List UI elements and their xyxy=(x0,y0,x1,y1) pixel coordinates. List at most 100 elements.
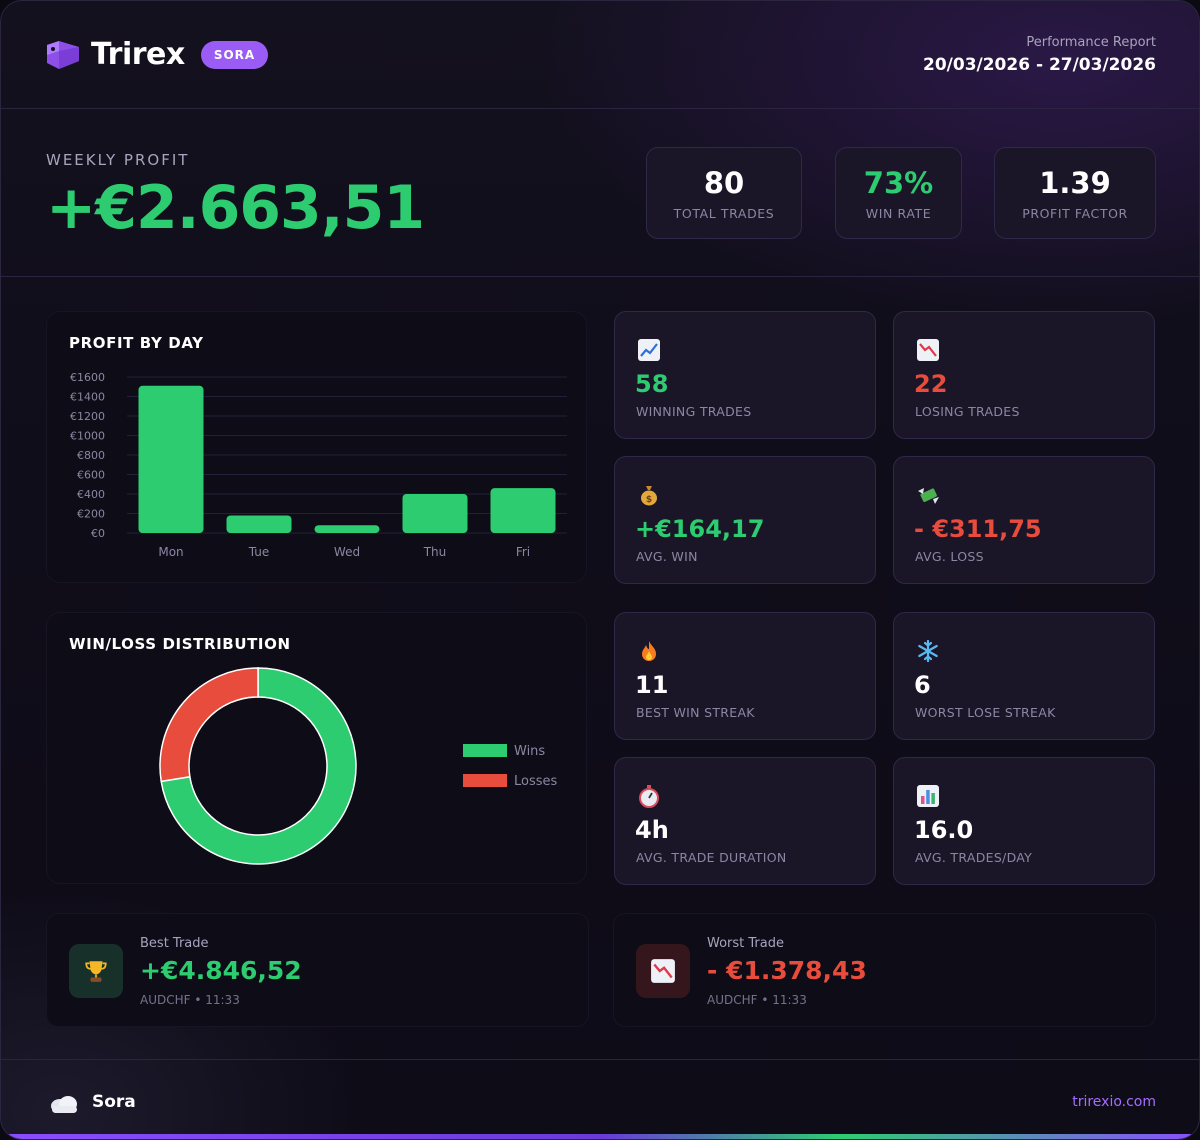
worst-trade-value: - €1.378,43 xyxy=(707,956,867,985)
header: Trirex SORA Performance Report 20/03/202… xyxy=(1,1,1199,109)
panel-title: PROFIT BY DAY xyxy=(69,334,204,352)
bar xyxy=(138,385,204,533)
trophy-icon xyxy=(85,961,107,982)
stat-card-worst-lose-streak: 6 WORST LOSE STREAK xyxy=(893,612,1155,740)
bar-chart-icon xyxy=(917,785,939,807)
stat-card-avg-trades-per-day: 16.0 AVG. TRADES/DAY xyxy=(893,757,1155,885)
legend-label: Losses xyxy=(514,774,558,789)
y-tick-label: €600 xyxy=(77,469,105,482)
kpi-label: WIN RATE xyxy=(865,205,932,221)
stat-value: +€164,17 xyxy=(635,515,765,543)
chart-up-icon xyxy=(638,339,660,361)
profit-by-day-panel: PROFIT BY DAY €0 €200 €400 €600 €800 €1000 €12… xyxy=(46,311,587,583)
panel-title: WIN/LOSS DISTRIBUTION xyxy=(69,635,291,653)
y-tick-label: €0 xyxy=(91,527,105,540)
stat-value: 6 xyxy=(914,671,931,699)
brand-name: Trirex xyxy=(91,37,185,72)
x-tick-label: Wed xyxy=(334,545,360,559)
win-loss-donut-chart: Wins Losses xyxy=(159,667,558,865)
footer-account-name: Sora xyxy=(92,1092,136,1112)
stat-value: 58 xyxy=(635,370,669,398)
stat-label: AVG. TRADES/DAY xyxy=(915,850,1033,865)
best-trade-label: Best Trade xyxy=(140,936,209,951)
kpi-total-trades: 80 TOTAL TRADES xyxy=(646,147,802,239)
y-tick-label: €200 xyxy=(77,508,105,521)
stat-card-losing-trades: 22 LOSING TRADES xyxy=(893,311,1155,439)
stat-value: 16.0 xyxy=(914,816,974,844)
x-tick-label: Tue xyxy=(248,545,270,559)
donut-slice xyxy=(160,667,357,865)
stat-label: BEST WIN STREAK xyxy=(636,705,755,720)
x-tick-label: Thu xyxy=(423,545,447,559)
stat-label: AVG. LOSS xyxy=(915,549,984,564)
bar xyxy=(314,525,380,533)
worst-trade-label: Worst Trade xyxy=(707,936,784,951)
stat-card-avg-win: $ +€164,17 AVG. WIN xyxy=(614,456,876,584)
stopwatch-icon xyxy=(639,785,659,808)
report-label: Performance Report xyxy=(1026,35,1156,50)
kpi-value: 80 xyxy=(703,165,745,200)
win-loss-panel: WIN/LOSS DISTRIBUTION Wins Losses xyxy=(46,612,587,884)
weekly-profit-value: +€2.663,51 xyxy=(46,173,425,243)
y-tick-label: €1600 xyxy=(70,371,105,384)
best-trade-details: AUDCHF • 11:33 xyxy=(140,993,240,1007)
tag-logo-icon xyxy=(47,41,79,69)
best-trade-card: Best Trade +€4.846,52 AUDCHF • 11:33 xyxy=(46,913,589,1027)
stat-card-best-win-streak: 11 BEST WIN STREAK xyxy=(614,612,876,740)
stat-label: WINNING TRADES xyxy=(636,404,752,419)
legend-swatch xyxy=(463,774,507,787)
stat-value: 22 xyxy=(914,370,948,398)
footer-website-link[interactable]: trirexio.com xyxy=(1072,1094,1156,1110)
stat-card-avg-loss: - €311,75 AVG. LOSS xyxy=(893,456,1155,584)
y-tick-label: €1000 xyxy=(70,430,105,443)
kpi-value: 1.39 xyxy=(1039,165,1111,200)
worst-trade-details: AUDCHF • 11:33 xyxy=(707,993,807,1007)
cloud-icon xyxy=(51,1096,77,1113)
legend-swatch xyxy=(463,744,507,757)
stat-card-winning-trades: 58 WINNING TRADES xyxy=(614,311,876,439)
fire-icon xyxy=(642,641,656,661)
stat-label: AVG. TRADE DURATION xyxy=(636,850,787,865)
best-trade-value: +€4.846,52 xyxy=(140,956,302,985)
trophy-icon-box xyxy=(69,944,123,998)
money-wings-icon xyxy=(918,488,939,504)
legend-label: Wins xyxy=(514,744,545,759)
svg-text:$: $ xyxy=(646,495,652,505)
hero-section: WEEKLY PROFIT +€2.663,51 80 TOTAL TRADES… xyxy=(1,109,1199,277)
stat-value: - €311,75 xyxy=(914,515,1042,543)
kpi-profit-factor: 1.39 PROFIT FACTOR xyxy=(994,147,1156,239)
stat-label: LOSING TRADES xyxy=(915,404,1020,419)
stat-label: AVG. WIN xyxy=(636,549,698,564)
kpi-win-rate: 73% WIN RATE xyxy=(835,147,962,239)
bar xyxy=(226,515,292,533)
y-tick-label: €1400 xyxy=(70,391,105,404)
account-tag: SORA xyxy=(201,41,268,69)
weekly-profit-label: WEEKLY PROFIT xyxy=(46,151,190,169)
stat-card-avg-trade-duration: 4h AVG. TRADE DURATION xyxy=(614,757,876,885)
y-tick-label: €1200 xyxy=(70,410,105,423)
kpi-label: TOTAL TRADES xyxy=(673,205,775,221)
bar xyxy=(490,488,556,533)
worst-trade-card: Worst Trade - €1.378,43 AUDCHF • 11:33 xyxy=(613,913,1156,1027)
money-bag-icon: $ xyxy=(641,486,657,506)
bar xyxy=(402,494,468,533)
stat-value: 4h xyxy=(635,816,669,844)
footer: Sora trirexio.com xyxy=(1,1059,1199,1139)
y-tick-label: €400 xyxy=(77,488,105,501)
chart-down-icon xyxy=(917,339,939,361)
chart-down-icon-box xyxy=(636,944,690,998)
report-date-range: 20/03/2026 - 27/03/2026 xyxy=(923,55,1156,75)
snowflake-icon xyxy=(918,639,938,663)
chart-down-icon xyxy=(651,959,675,983)
y-tick-label: €800 xyxy=(77,449,105,462)
donut-slice xyxy=(159,667,259,783)
stat-label: WORST LOSE STREAK xyxy=(915,705,1056,720)
x-tick-label: Fri xyxy=(516,545,530,559)
stat-value: 11 xyxy=(635,671,669,699)
profit-bar-chart: €0 €200 €400 €600 €800 €1000 €1200 €1400 €1600 Mo… xyxy=(70,371,567,559)
x-tick-label: Mon xyxy=(158,545,183,559)
bottom-accent-bar xyxy=(1,1134,1199,1139)
kpi-value: 73% xyxy=(863,165,934,200)
kpi-label: PROFIT FACTOR xyxy=(1022,205,1128,221)
